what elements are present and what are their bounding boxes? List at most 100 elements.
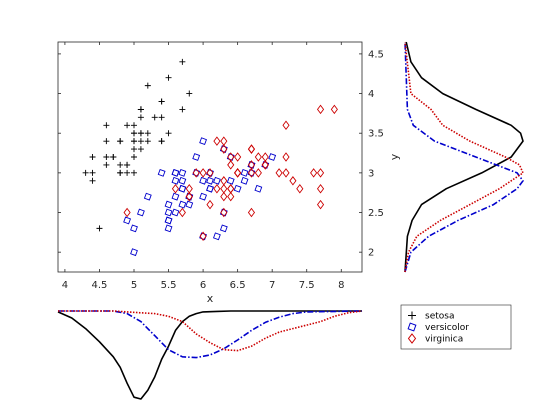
marginal-x-density [57,310,363,400]
x-tick-label: 6.5 [230,280,246,291]
setosa-point [82,169,89,176]
versicolor-point [268,153,277,161]
setosa-point [103,122,110,129]
legend-item-setosa: setosa [408,311,454,322]
virginica-point [220,191,228,202]
virginica-point [213,136,221,146]
versicolor-point [192,153,201,161]
x-tick-label: 4 [62,280,68,291]
versicolor-point [206,184,214,193]
virginica-point [330,104,338,115]
x-tick-label: 6 [200,280,206,291]
versicolor-point [157,168,166,177]
virginica-point [227,183,235,194]
setosa-point [186,90,193,97]
setosa-point [131,122,137,129]
versicolor-point [164,208,173,217]
versicolor-point [199,176,208,185]
y-axis-label: y [388,153,401,160]
virginica-point [316,168,325,178]
virginica-point [254,152,262,162]
setosa-point [131,169,137,176]
virginica-point [296,183,304,194]
setosa-point [131,154,137,160]
virginica-point [227,160,235,170]
setosa-point [144,82,151,89]
plus-marker-icon [408,311,416,320]
virginica-point [254,168,262,178]
virginica-point [220,183,228,194]
setosa-point [158,138,165,145]
legend-label-versicolor: versicolor [425,323,469,333]
setosa-point [124,169,131,176]
x-tick-label: 4.5 [92,280,108,291]
versicolor-point [164,200,173,209]
virginica-point [213,183,221,194]
virginica-point [206,168,214,178]
virginica-point [199,231,207,242]
y-tick-label: 4 [368,89,374,100]
versicolor-point [171,176,180,185]
marginal-y-curve-versicolor [404,41,524,273]
versicolor-point [212,232,221,241]
versicolor-point [212,176,221,185]
setosa-point [137,114,144,121]
setosa-point [144,130,151,137]
setosa-point [151,114,158,121]
marginal-x-curve-setosa [57,310,362,400]
diamond-marker-icon [407,333,417,344]
setosa-point [137,106,144,113]
legend-item-versicolor: versicolor [407,322,469,333]
virginica-point [220,207,228,218]
circle-marker-icon [407,322,417,332]
setosa-point [165,74,172,81]
virginica-point [185,191,193,202]
setosa-point [158,114,165,121]
setosa-point [89,177,96,184]
y-axis-ticks: 2 2.5 3 3.5 4 4.5 [58,49,384,259]
versicolor-point [130,224,138,233]
setosa-point [89,154,96,160]
virginica-point [310,168,318,178]
versicolor-point [185,200,194,209]
y-tick-label: 3.5 [368,129,384,140]
virginica-point [247,168,256,178]
x-axis-ticks: 4 4.5 5 5.5 6 6.5 7 7.5 8 [62,42,344,291]
virginica-point [316,199,325,210]
versicolor-point [226,176,235,185]
y-tick-label: 2 [368,248,374,259]
versicolor-point [199,137,208,146]
setosa-point [124,122,131,129]
versicolor-point [123,216,132,225]
virginica-point [123,207,131,218]
setosa-point [103,154,110,160]
legend-label-virginica: virginica [425,335,463,345]
virginica-point [199,168,207,178]
setosa-point [137,146,144,153]
versicolor-point [178,168,187,177]
setosa-point [158,98,165,105]
setosa-point [137,138,144,145]
versicolor-point [171,168,180,177]
setosa-point [179,106,186,113]
versicolor-point [233,184,242,193]
virginica-point [247,144,256,154]
versicolor-point [136,208,145,217]
virginica-point [275,168,283,178]
setosa-point [179,58,186,65]
versicolor-point [178,200,187,209]
versicolor-point [130,248,138,257]
y-tick-label: 4.5 [368,49,384,60]
setosa-point [89,169,96,176]
setosa-point [124,161,131,168]
virginica-point [178,207,186,218]
virginica-point [282,168,290,178]
setosa-point [117,161,124,168]
versicolor-point [240,168,249,177]
marginal-y-curve-virginica [404,41,524,273]
x-tick-label: 5 [131,280,137,291]
setosa-point [96,225,103,232]
legend: setosa versicolor virginica [400,304,512,350]
versicolor-point [164,224,173,233]
